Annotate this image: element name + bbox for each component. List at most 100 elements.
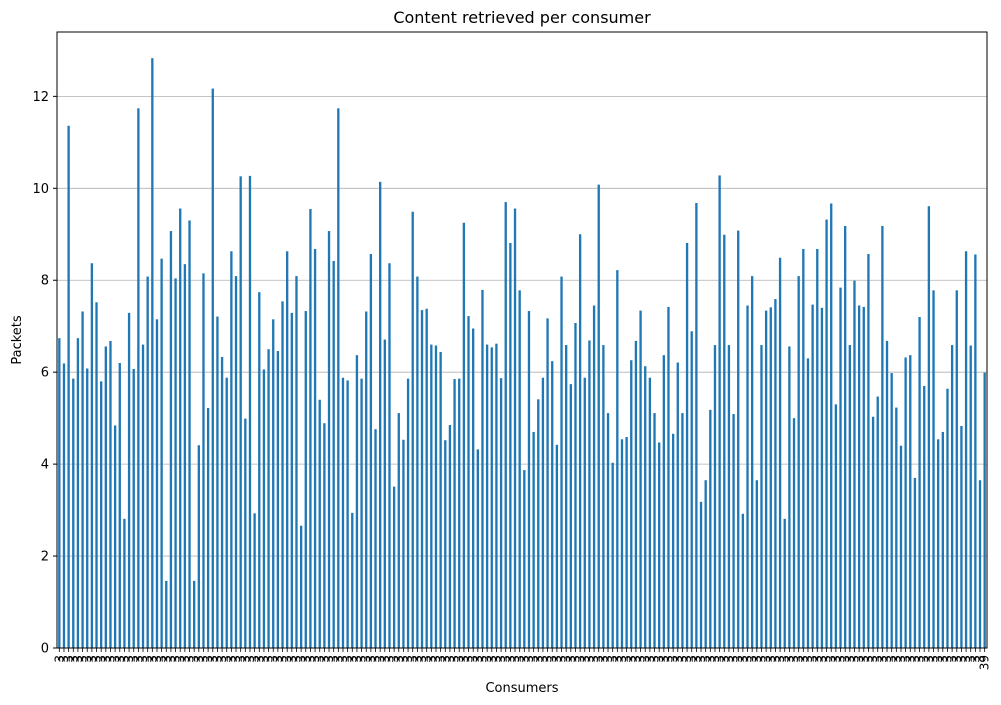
bar [620, 439, 624, 648]
x-tick-label: 3 [234, 655, 248, 663]
x-tick-label: 3 [71, 655, 85, 663]
x-tick-label: 3 [694, 655, 708, 663]
bar [262, 369, 266, 648]
x-tick-label: 3 [671, 655, 685, 663]
x-tick-label: 3 [713, 655, 727, 663]
bar [225, 377, 228, 648]
bar [583, 377, 586, 648]
x-tick-label: 3 [271, 655, 285, 663]
x-tick-label: 3 [689, 655, 703, 663]
x-tick-label: 3 [940, 655, 954, 663]
x-tick-label: 3 [457, 655, 471, 663]
x-tick-label: 3 [303, 655, 317, 663]
x-tick-label: 3 [666, 655, 680, 663]
bar [281, 301, 284, 648]
bar [658, 442, 661, 648]
bar [923, 385, 926, 648]
x-tick-label: 3 [66, 655, 80, 663]
bar [546, 318, 549, 648]
bar [369, 254, 373, 648]
bar [685, 243, 689, 648]
x-tick-label: 3 [62, 655, 76, 663]
x-tick-label: 3 [257, 655, 271, 663]
bar [430, 344, 433, 648]
bar [467, 316, 470, 648]
x-tick-label: 3 [127, 655, 141, 663]
x-tick-label: 3 [606, 655, 620, 663]
bar [876, 396, 879, 648]
bar [802, 248, 805, 648]
x-tick-label: 3 [829, 655, 843, 663]
bar [955, 290, 958, 648]
x-tick-label: 3 [634, 655, 648, 663]
x-tick-label: 3 [392, 655, 406, 663]
bar [155, 319, 159, 648]
gridlines [57, 95, 987, 557]
bar [411, 211, 414, 648]
x-tick-label: 3 [550, 655, 564, 663]
x-tick-label: 3 [336, 655, 350, 663]
x-tick-label: 3 [220, 655, 234, 663]
bar [113, 425, 117, 648]
bar [267, 349, 270, 648]
x-tick-label: 3 [582, 655, 596, 663]
bar [286, 251, 289, 648]
bar [127, 312, 131, 648]
bar [239, 176, 242, 649]
bar [355, 355, 359, 648]
bar [764, 310, 768, 648]
bar [792, 418, 796, 648]
bar [420, 310, 424, 648]
x-tick-label: 3 [238, 655, 252, 663]
x-tick-label: 3 [661, 655, 675, 663]
x-tick-label: 3 [480, 655, 494, 663]
x-tick-label: 3 [545, 655, 559, 663]
x-tick-label: 3 [94, 655, 108, 663]
bar [578, 234, 582, 648]
x-tick-label: 3 [169, 655, 183, 663]
bar [695, 203, 698, 648]
x-tick-label: 3 [652, 655, 666, 663]
x-tick-label: 3 [587, 655, 601, 663]
bar [723, 234, 726, 648]
bar [639, 310, 642, 648]
bar [160, 258, 163, 648]
x-tick-label: 3 [871, 655, 885, 663]
x-tick-label: 3 [206, 655, 220, 663]
x-tick-label: 3 [183, 655, 197, 663]
bar [551, 361, 554, 648]
bar [62, 363, 66, 648]
y-tick-label: 10 [32, 182, 49, 197]
x-tick-label: 3 [936, 655, 950, 663]
x-tick-label: 3 [299, 655, 313, 663]
bar [327, 231, 331, 648]
bar [72, 378, 75, 648]
x-tick-label: 3 [727, 655, 741, 663]
bar [974, 254, 977, 648]
x-tick-label: 3 [192, 655, 206, 663]
x-tick-label: 3 [438, 655, 452, 663]
bar [332, 260, 335, 648]
x-tick-label: 3 [820, 655, 834, 663]
x-tick-label: 3 [578, 655, 592, 663]
bar [848, 345, 851, 648]
x-tick-label: 3 [675, 655, 689, 663]
x-tick-label: 3 [759, 655, 773, 663]
x-tick-label: 3 [796, 655, 810, 663]
bar [276, 351, 280, 648]
x-tick-label: 3 [750, 655, 764, 663]
x-tick-label: 3 [922, 655, 936, 663]
x-tick-label: 3 [847, 655, 861, 663]
bar [853, 280, 856, 648]
x-tick-label: 3 [131, 655, 145, 663]
bar [978, 480, 982, 648]
y-tick-label: 2 [41, 550, 49, 565]
bar [918, 317, 921, 648]
x-tick-label: 3 [643, 655, 657, 663]
x-tick-label: 3 [875, 655, 889, 663]
x-tick-label: 3 [899, 655, 913, 663]
x-tick-label: 3 [834, 655, 848, 663]
bar [909, 355, 912, 648]
bar [527, 311, 531, 648]
x-tick-label: 3 [117, 655, 131, 663]
